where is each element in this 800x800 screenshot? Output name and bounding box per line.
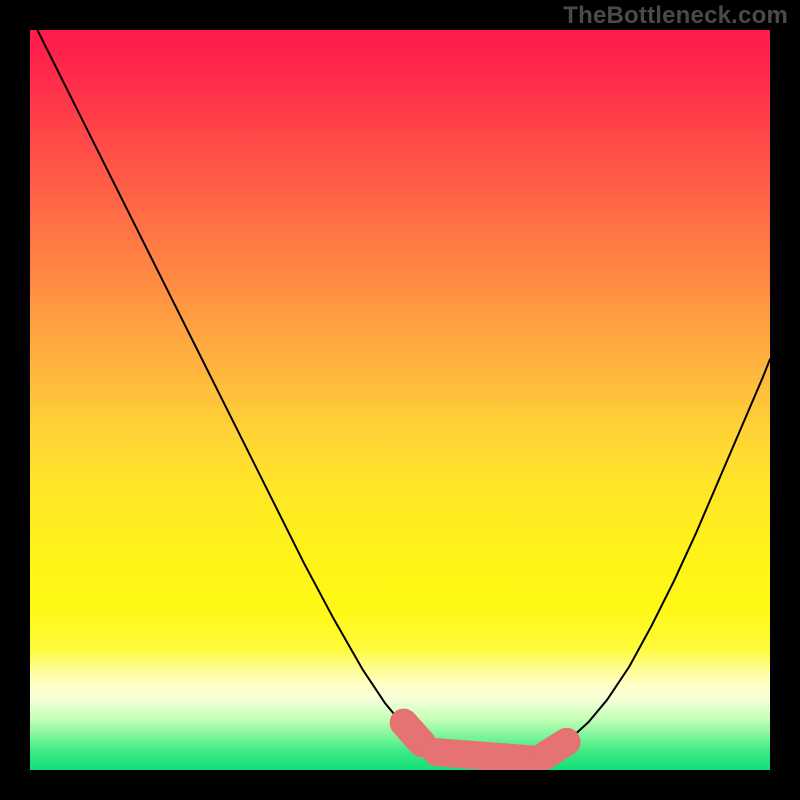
watermark-text: TheBottleneck.com — [563, 2, 788, 30]
chart-svg — [30, 30, 770, 770]
chart-background — [30, 30, 770, 770]
plot-area — [30, 30, 770, 770]
chart-frame: TheBottleneck.com — [0, 0, 800, 800]
